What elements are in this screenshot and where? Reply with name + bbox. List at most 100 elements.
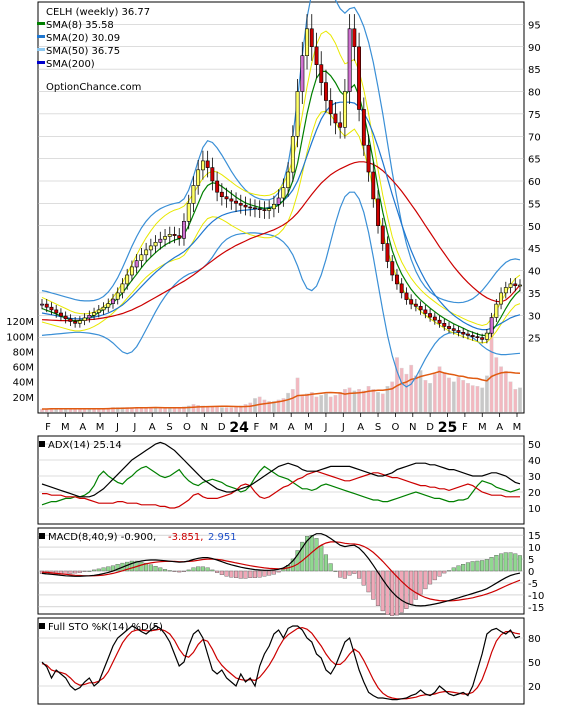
macd-histogram-bar (338, 570, 343, 578)
volume-y-axis: 20M 40M 60M 80M 100M 120M (6, 317, 34, 404)
macd-histogram-bar (394, 570, 400, 616)
macd-histogram-bar (357, 570, 362, 579)
y-tick-label: 15 (528, 531, 541, 542)
volume-bar (423, 380, 428, 413)
x-tick-label: 25 (438, 420, 457, 436)
macd-histogram-bar (77, 570, 82, 573)
macd-histogram-bar (442, 570, 447, 574)
candle-body (210, 167, 215, 182)
y-tick-label: 50 (528, 222, 541, 233)
volume-bar (361, 390, 366, 413)
macd-histogram-bar (503, 552, 508, 572)
volume-bar (513, 389, 518, 413)
volume-bar (418, 370, 423, 413)
candle-body (489, 317, 494, 334)
y-tick-label: 60 (528, 177, 541, 188)
macd-histogram-bar (276, 570, 281, 573)
y-tick-label: 50 (528, 658, 541, 669)
plus-di-line (41, 465, 521, 506)
volume-bar (333, 395, 338, 413)
macd-histogram-bar (129, 560, 134, 572)
candle-body (106, 303, 111, 308)
volume-bar (414, 375, 418, 413)
volume-tick-label: 60M (13, 363, 34, 374)
volume-bar (290, 389, 295, 413)
volume-bar (328, 396, 333, 413)
y-tick-label: 95 (528, 20, 541, 31)
adx-gridlines (38, 443, 524, 509)
candle-body (413, 303, 418, 307)
candle-body (139, 254, 144, 261)
macd-histogram-bar (484, 559, 489, 572)
chart-legend: CELH (weekly) 36.77 SMA(8) 35.58 SMA(20)… (37, 7, 150, 93)
envelope-low-line (41, 110, 521, 344)
volume-bar (267, 401, 272, 413)
macd-histogram-bar (214, 570, 220, 573)
candle-body (518, 284, 523, 287)
candle-body (87, 314, 92, 319)
volume-moving-average-line (42, 370, 521, 410)
volume-bar (404, 373, 409, 413)
macd-histogram-bar (162, 569, 168, 572)
candle-body (347, 28, 352, 92)
volume-bar (219, 407, 224, 413)
macd-histogram-bar (385, 570, 390, 615)
macd-histogram-bar (489, 557, 494, 572)
macd-histogram-bar (143, 562, 149, 572)
volume-bar (272, 401, 276, 413)
macd-histogram-bar (196, 566, 201, 572)
volume-bar (366, 386, 371, 413)
candle-body (201, 160, 205, 171)
candle-body (219, 191, 224, 197)
volume-bar (281, 398, 286, 413)
volume-bar (437, 366, 442, 413)
candle-body (451, 328, 456, 331)
macd-histogram-bar (319, 545, 324, 572)
macd-histogram-bar (68, 570, 73, 574)
macd-histogram-bar (508, 552, 513, 572)
macd-histogram-bar (115, 564, 120, 572)
x-tick-label: O (391, 422, 399, 433)
volume-tick-label: 80M (13, 347, 34, 358)
volume-bar (456, 377, 461, 413)
macd-histogram-bar (352, 570, 357, 574)
macd-histogram-bar (172, 570, 177, 572)
y-tick-label: 80 (528, 88, 541, 99)
price-panel: 25 30 35 40 45 50 55 60 65 70 75 80 85 90 95 20M 40M 60M… (6, 0, 541, 436)
macd-histogram-bar (271, 570, 276, 575)
macd-legend-swatch (39, 533, 45, 539)
macd-signal-value: -3.851, (168, 532, 203, 543)
macd-histogram-bar (73, 570, 78, 574)
candle-body (257, 208, 262, 210)
candle-body (394, 274, 399, 285)
candle-body (177, 235, 182, 239)
candle-body (120, 283, 125, 294)
volume-bar (111, 407, 115, 413)
macd-histogram-bar (428, 570, 433, 585)
volume-bar (200, 405, 205, 413)
candle-body (290, 136, 295, 173)
y-tick-label: 30 (528, 472, 541, 483)
y-tick-label: 0 (528, 567, 534, 578)
candle-body (399, 283, 404, 294)
legend-sma200: SMA(200) (46, 59, 95, 70)
volume-bar (319, 395, 324, 413)
stochastic-gridlines (38, 637, 524, 687)
x-tick-label: M (478, 422, 487, 433)
macd-histogram-bar (96, 568, 101, 572)
candle-body (58, 312, 63, 317)
macd-histogram-bar (106, 566, 111, 572)
candle-body (338, 122, 343, 128)
candle-body (333, 113, 338, 124)
candle-body (182, 221, 186, 239)
macd-histogram-bar (295, 550, 300, 572)
volume-bar (461, 380, 466, 413)
x-tick-label: A (496, 422, 503, 433)
adx-line (41, 441, 521, 498)
volume-bar (305, 393, 309, 413)
candle-body (158, 238, 163, 243)
x-tick-label: A (288, 422, 295, 433)
macd-histogram-bar (238, 570, 243, 579)
volume-bar (248, 402, 253, 413)
